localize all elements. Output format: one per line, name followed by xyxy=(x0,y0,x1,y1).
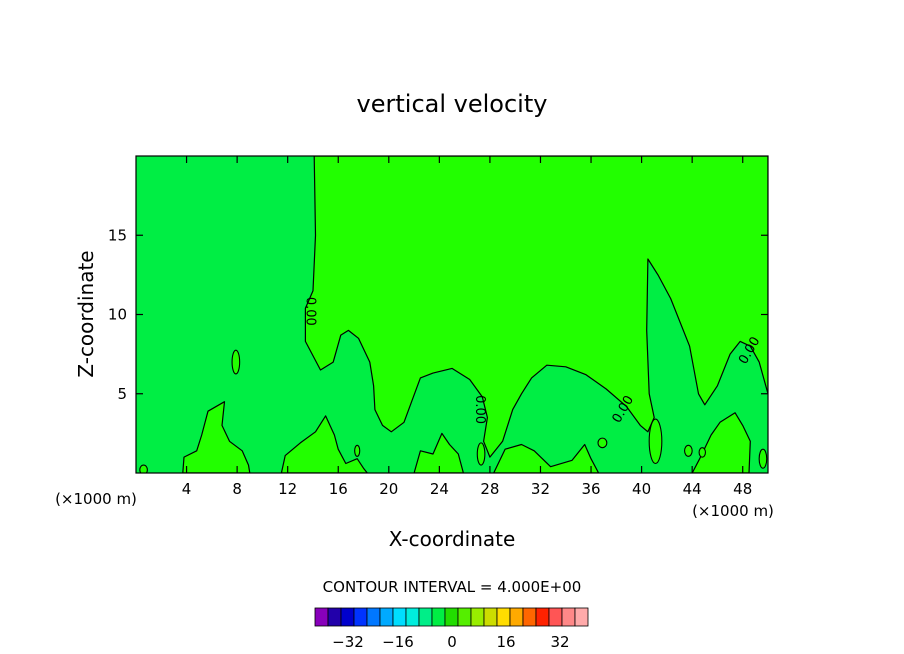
x-tick-label-16: 16 xyxy=(329,480,348,498)
x-tick-label-28: 28 xyxy=(480,480,499,498)
cell-49.7 xyxy=(758,448,768,469)
x-tick-label-48: 48 xyxy=(733,480,752,498)
colorbar-swatch-1 xyxy=(327,607,342,627)
cell-17.5 xyxy=(354,444,361,457)
colorbar-swatch-10 xyxy=(444,607,459,627)
colorbar-swatch-4 xyxy=(366,607,381,627)
cell-7.8 xyxy=(231,349,241,375)
colorbar-swatch-0 xyxy=(314,607,329,627)
closed-contours xyxy=(139,349,768,473)
region-bottom-band-3 xyxy=(413,432,464,473)
colorbar-swatch-6 xyxy=(392,607,407,627)
y-axis-label: Z-coordinate xyxy=(74,250,98,377)
colorbar-label-16: 16 xyxy=(496,633,515,651)
plot-area xyxy=(136,156,768,473)
colorbar-swatch-5 xyxy=(379,607,394,627)
x-tick-label-32: 32 xyxy=(531,480,550,498)
colorbar-labels: −32 −16 0 16 32 xyxy=(332,633,569,651)
colorbar-swatch-8 xyxy=(418,607,433,627)
colorbar-swatch-14 xyxy=(496,607,511,627)
x-tick-label-12: 12 xyxy=(278,480,297,498)
contour-label-0: 0.00 xyxy=(303,297,318,326)
colorbar-swatch-17 xyxy=(535,607,550,627)
colorbar-swatch-9 xyxy=(431,607,446,627)
cell-44.8 xyxy=(698,447,706,458)
y-tick-label-5: 5 xyxy=(117,385,127,403)
colorbar-swatch-11 xyxy=(457,607,472,627)
colorbar-label--32: −32 xyxy=(332,633,364,651)
x-axis-ticks: 4 8 12 16 20 24 28 32 36 40 44 48 xyxy=(182,156,752,498)
x-tick-label-24: 24 xyxy=(430,480,449,498)
colorbar xyxy=(314,607,589,627)
region-bottom-band-4 xyxy=(493,443,600,473)
cell-36.9 xyxy=(597,437,608,449)
colorbar-swatch-12 xyxy=(470,607,485,627)
colorbar-swatch-2 xyxy=(340,607,355,627)
x-axis-label: X-coordinate xyxy=(389,527,516,551)
colorbar-swatch-15 xyxy=(509,607,524,627)
y-axis-ticks: 5 10 15 xyxy=(108,226,768,403)
x-tick-label-8: 8 xyxy=(232,480,242,498)
y-tick-label-15: 15 xyxy=(108,226,127,244)
colorbar-label-32: 32 xyxy=(550,633,569,651)
cell-27.4 xyxy=(476,442,486,466)
x-tick-label-40: 40 xyxy=(632,480,651,498)
colorbar-swatch-3 xyxy=(353,607,368,627)
x-tick-label-44: 44 xyxy=(683,480,702,498)
colorbar-swatch-19 xyxy=(561,607,576,627)
colorbar-swatch-13 xyxy=(483,607,498,627)
contour-label-1: 0.00 xyxy=(472,395,487,424)
region-bottom-band xyxy=(182,401,251,473)
colorbar-swatch-20 xyxy=(574,607,589,627)
y-tick-label-10: 10 xyxy=(108,306,127,324)
positive-regions xyxy=(182,156,768,473)
region-central-updraft xyxy=(304,156,768,458)
colorbar-label--16: −16 xyxy=(382,633,414,651)
colorbar-swatch-18 xyxy=(548,607,563,627)
cell-43.7 xyxy=(684,444,693,457)
x-unit-right: (×1000 m) xyxy=(692,502,774,520)
chart-title: vertical velocity xyxy=(357,90,548,118)
colorbar-label-0: 0 xyxy=(447,633,457,651)
region-bottom-band-2 xyxy=(280,415,368,473)
x-unit-left: (×1000 m) xyxy=(55,490,137,508)
x-tick-label-4: 4 xyxy=(182,480,192,498)
contour-interval-text: CONTOUR INTERVAL = 4.000E+00 xyxy=(323,578,582,596)
cell-0.6 xyxy=(139,464,148,473)
colorbar-swatch-7 xyxy=(405,607,420,627)
colorbar-swatch-16 xyxy=(522,607,537,627)
x-tick-label-36: 36 xyxy=(581,480,600,498)
cell-41.1 xyxy=(648,418,663,465)
x-tick-label-20: 20 xyxy=(379,480,398,498)
